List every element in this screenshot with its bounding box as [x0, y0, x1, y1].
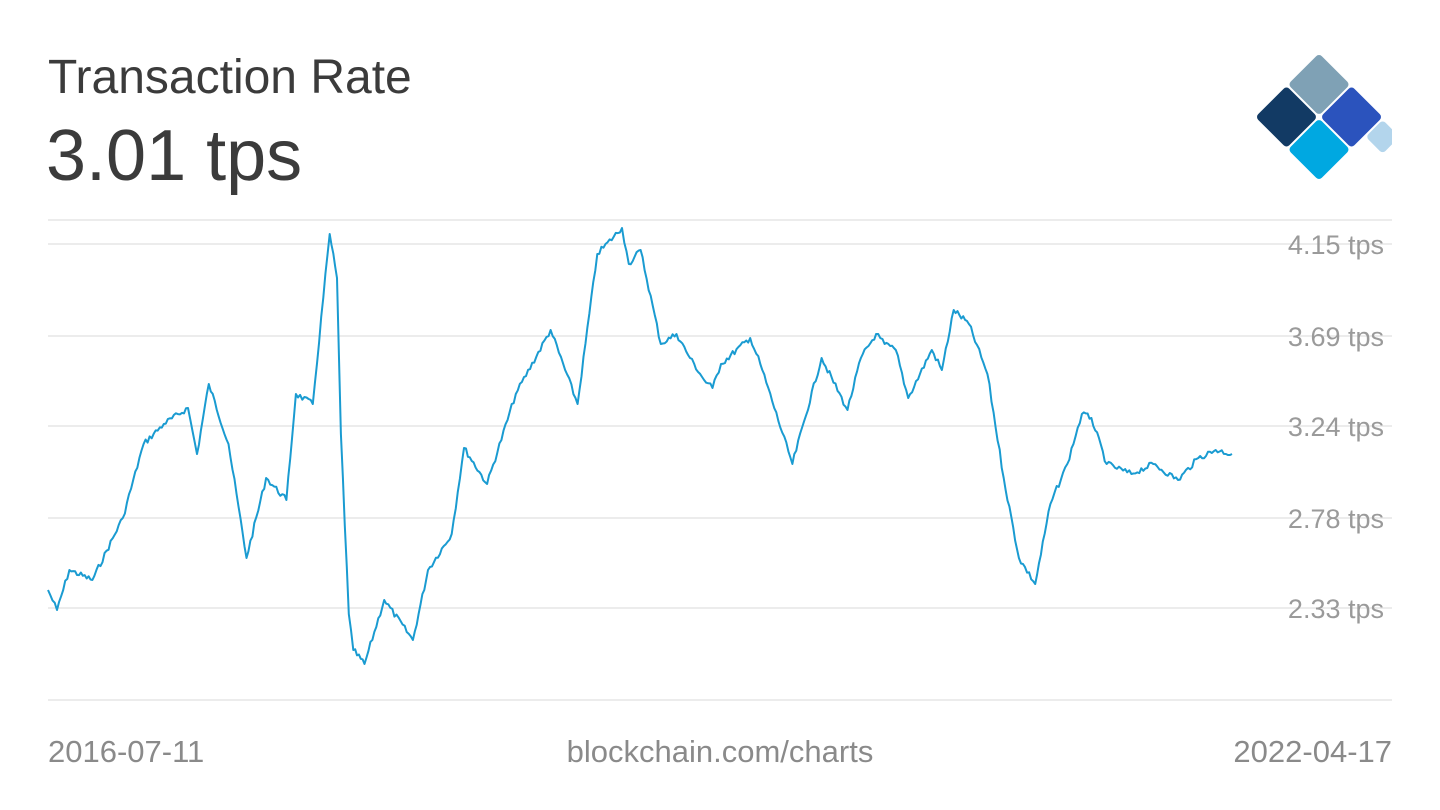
y-tick-label: 3.69 tps	[1288, 322, 1384, 352]
start-date: 2016-07-11	[48, 734, 205, 769]
logo-tile-small	[1367, 121, 1392, 153]
logo-tile-top	[1289, 55, 1349, 114]
y-axis-ticks: 2.33 tps 2.78 tps 3.24 tps 3.69 tps 4.15 tps	[1288, 230, 1384, 624]
logo-tile-left	[1257, 87, 1316, 147]
logo-tile-bottom	[1289, 120, 1349, 179]
logo-tile-right	[1322, 87, 1381, 147]
y-tick-label: 3.24 tps	[1288, 412, 1384, 442]
blockchain-logo	[1257, 55, 1392, 179]
y-tick-label: 2.78 tps	[1288, 504, 1384, 534]
current-value: 3.01 tps	[46, 116, 303, 196]
y-tick-label: 4.15 tps	[1288, 230, 1384, 260]
chart-title: Transaction Rate	[48, 51, 412, 104]
end-date: 2022-04-17	[1233, 734, 1392, 769]
source-link[interactable]: blockchain.com/charts	[566, 734, 874, 769]
y-tick-label: 2.33 tps	[1288, 594, 1384, 624]
transaction-rate-line	[47, 227, 1233, 665]
grid-lines	[48, 219, 1392, 701]
